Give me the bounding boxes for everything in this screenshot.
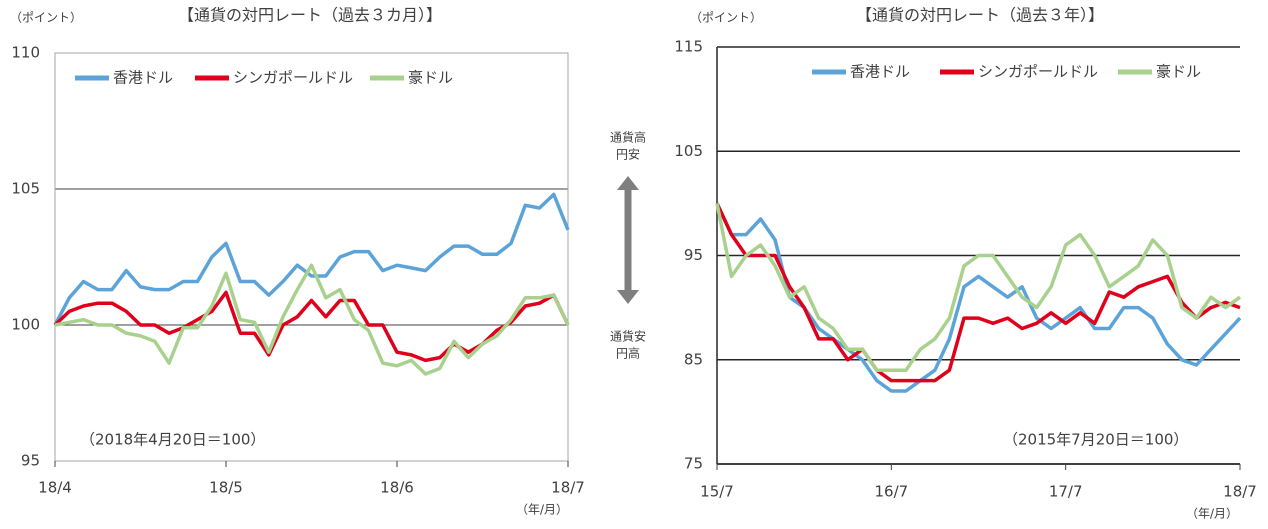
series-line (715, 202, 1241, 383)
x-tick-label: 17/7 (1049, 483, 1083, 501)
y-axis-label: （ポイント） (10, 11, 82, 25)
y-axis-label: （ポイント） (690, 11, 762, 25)
chart-title: 【通貨の対円レート（過去３カ月）】 (178, 6, 442, 25)
y-tick-label: 110 (11, 44, 40, 62)
series-line (54, 263, 570, 376)
y-tick-label: 115 (674, 38, 703, 56)
series-line (53, 192, 570, 326)
arrow-head (617, 290, 639, 304)
x-tick-label: 18/4 (38, 479, 72, 497)
annotation: （2018年4月20日＝100） (80, 431, 265, 449)
x-tick-label: 18/5 (209, 479, 243, 497)
arrow-label: 円安 (616, 147, 640, 162)
y-tick-label: 105 (11, 180, 40, 198)
y-tick-label: 85 (684, 350, 703, 368)
annotation: （2015年7月20日＝100） (1003, 431, 1188, 449)
legend-label: シンガポールドル (233, 69, 353, 87)
x-tick-label: 18/6 (380, 479, 414, 497)
x-tick-label: 18/7 (551, 479, 585, 497)
plot-frame (54, 52, 569, 462)
y-tick-label: 75 (684, 455, 703, 473)
y-tick-label: 95 (684, 246, 703, 264)
legend-label: 香港ドル (850, 63, 910, 81)
series-line (715, 203, 1242, 372)
x-tick-label: 15/7 (700, 483, 734, 501)
legend-label: 豪ドル (1156, 63, 1201, 81)
arrow-label: 通貨安 (610, 329, 646, 344)
x-unit-label: （年/月） (516, 503, 568, 517)
x-tick-label: 16/7 (874, 483, 908, 501)
arrow-head (617, 176, 639, 190)
y-tick-label: 100 (11, 316, 40, 334)
legend-label: 豪ドル (408, 69, 453, 87)
y-tick-label: 95 (21, 452, 40, 470)
arrow-label: 通貨高 (610, 130, 646, 145)
arrow-label: 円高 (616, 346, 640, 361)
series-line (53, 290, 570, 363)
chart-title: 【通貨の対円レート（過去３年）】 (856, 6, 1104, 25)
y-tick-label: 105 (674, 142, 703, 160)
legend-label: シンガポールドル (978, 63, 1098, 81)
x-tick-label: 18/7 (1223, 483, 1257, 501)
x-unit-label: （年/月） (1186, 507, 1238, 521)
legend-label: 香港ドル (113, 69, 173, 87)
